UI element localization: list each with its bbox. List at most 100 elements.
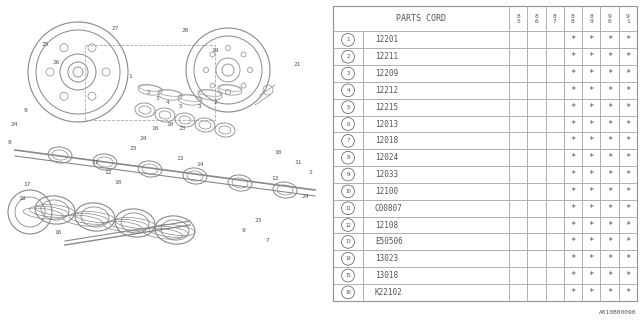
Text: *: * bbox=[625, 103, 630, 112]
Bar bbox=[564, 217, 582, 234]
Bar bbox=[545, 99, 564, 116]
Bar bbox=[333, 65, 364, 82]
Bar bbox=[527, 250, 545, 267]
Bar bbox=[527, 183, 545, 200]
Bar bbox=[564, 267, 582, 284]
Text: 13023: 13023 bbox=[375, 254, 398, 263]
Bar bbox=[333, 234, 364, 250]
Text: *: * bbox=[625, 86, 630, 95]
Bar bbox=[509, 250, 527, 267]
Bar bbox=[509, 99, 527, 116]
Text: *: * bbox=[607, 52, 612, 61]
Text: *: * bbox=[570, 288, 575, 297]
Bar bbox=[618, 250, 637, 267]
Bar bbox=[582, 65, 600, 82]
Bar bbox=[333, 250, 364, 267]
Bar bbox=[333, 48, 364, 65]
Text: A010B00090: A010B00090 bbox=[599, 310, 637, 316]
Bar bbox=[545, 234, 564, 250]
Text: 6: 6 bbox=[346, 122, 349, 126]
Text: 12215: 12215 bbox=[375, 103, 398, 112]
Text: 11: 11 bbox=[92, 159, 99, 164]
Text: 5: 5 bbox=[346, 105, 349, 110]
Bar bbox=[333, 82, 364, 99]
Text: 9: 9 bbox=[346, 172, 349, 177]
Bar bbox=[564, 234, 582, 250]
Bar bbox=[582, 166, 600, 183]
Text: 12212: 12212 bbox=[375, 86, 398, 95]
Text: *: * bbox=[625, 35, 630, 44]
Text: 3: 3 bbox=[198, 103, 202, 108]
Bar bbox=[527, 166, 545, 183]
Bar bbox=[333, 149, 364, 166]
Text: 15: 15 bbox=[345, 273, 351, 278]
Bar bbox=[582, 31, 600, 48]
Bar bbox=[600, 48, 618, 65]
Text: 3: 3 bbox=[156, 95, 160, 100]
Text: 12: 12 bbox=[104, 170, 112, 174]
Bar bbox=[509, 116, 527, 132]
Text: 12013: 12013 bbox=[375, 120, 398, 129]
Bar bbox=[618, 82, 637, 99]
Bar bbox=[333, 183, 364, 200]
Bar bbox=[509, 31, 527, 48]
Text: *: * bbox=[589, 254, 594, 263]
Text: *: * bbox=[625, 220, 630, 229]
Text: 18: 18 bbox=[19, 196, 26, 201]
Text: *: * bbox=[570, 120, 575, 129]
Text: *: * bbox=[570, 103, 575, 112]
Text: *: * bbox=[570, 187, 575, 196]
Text: *: * bbox=[589, 35, 594, 44]
Text: 12108: 12108 bbox=[375, 220, 398, 229]
Text: *: * bbox=[625, 237, 630, 246]
Bar bbox=[600, 166, 618, 183]
Bar bbox=[545, 183, 564, 200]
Bar bbox=[582, 267, 600, 284]
Bar bbox=[527, 267, 545, 284]
Bar bbox=[509, 234, 527, 250]
Bar bbox=[364, 183, 509, 200]
Bar bbox=[333, 31, 364, 48]
Text: 12024: 12024 bbox=[375, 153, 398, 162]
Bar bbox=[545, 132, 564, 149]
Text: *: * bbox=[607, 187, 612, 196]
Text: *: * bbox=[570, 220, 575, 229]
Bar bbox=[333, 217, 364, 234]
Bar bbox=[618, 99, 637, 116]
Bar bbox=[527, 99, 545, 116]
Text: *: * bbox=[570, 86, 575, 95]
Text: *: * bbox=[607, 220, 612, 229]
Text: 12: 12 bbox=[271, 175, 279, 180]
Text: 3: 3 bbox=[346, 71, 349, 76]
Bar bbox=[564, 48, 582, 65]
Text: 16: 16 bbox=[54, 229, 61, 235]
Text: 5: 5 bbox=[178, 105, 182, 109]
Bar bbox=[545, 116, 564, 132]
Text: *: * bbox=[625, 136, 630, 145]
Bar bbox=[582, 48, 600, 65]
Text: *: * bbox=[570, 69, 575, 78]
Text: *: * bbox=[607, 69, 612, 78]
Text: *: * bbox=[607, 254, 612, 263]
Text: *: * bbox=[589, 170, 594, 179]
Text: *: * bbox=[589, 136, 594, 145]
Text: 2: 2 bbox=[308, 170, 312, 174]
Text: *: * bbox=[607, 170, 612, 179]
Bar bbox=[564, 149, 582, 166]
Bar bbox=[364, 48, 509, 65]
Bar bbox=[618, 48, 637, 65]
Bar bbox=[618, 217, 637, 234]
Text: *: * bbox=[607, 136, 612, 145]
Bar bbox=[509, 6, 527, 31]
Text: *: * bbox=[607, 120, 612, 129]
Text: 20: 20 bbox=[181, 28, 189, 33]
Text: 2: 2 bbox=[146, 90, 150, 94]
Bar bbox=[509, 200, 527, 217]
Text: *: * bbox=[625, 271, 630, 280]
Bar bbox=[527, 116, 545, 132]
Bar bbox=[527, 284, 545, 301]
Text: *: * bbox=[607, 271, 612, 280]
Text: 8
6: 8 6 bbox=[534, 14, 538, 24]
Bar bbox=[600, 6, 618, 31]
Bar bbox=[364, 217, 509, 234]
